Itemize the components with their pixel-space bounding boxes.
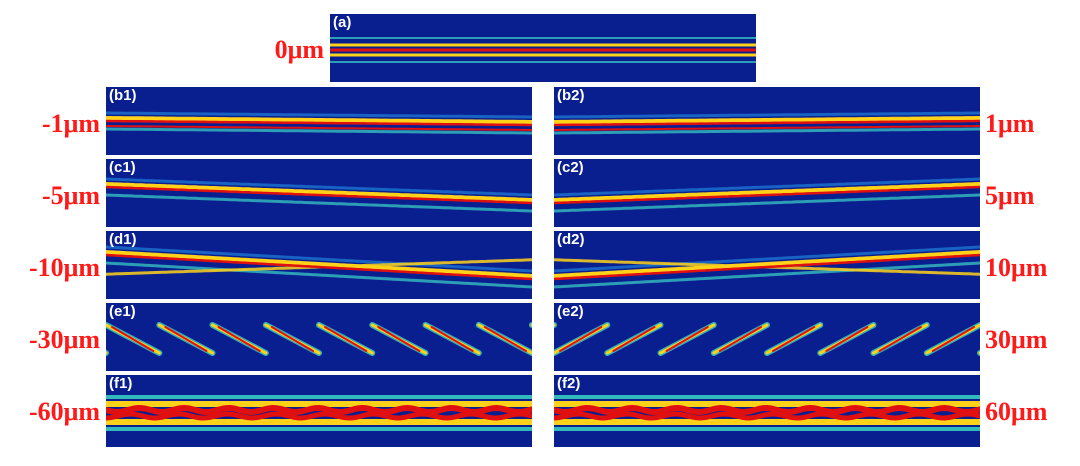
beam-core — [377, 326, 421, 352]
panel-f1: (f1) — [106, 375, 532, 447]
beam-core — [483, 326, 527, 352]
beam-core — [106, 411, 532, 421]
panel-tag-e1: (e1) — [109, 303, 136, 320]
side-lobe — [106, 193, 532, 213]
side-lobe — [554, 261, 980, 289]
side-lobe — [106, 127, 532, 135]
beam-halo — [106, 250, 532, 278]
beam-core — [554, 253, 980, 281]
beam-field-e1 — [106, 322, 532, 356]
panel-d2: (d2) — [554, 231, 980, 299]
beam-core — [718, 326, 762, 352]
offset-label-b2: 1μm — [985, 109, 1035, 138]
panel-tag-e2: (e2) — [557, 303, 584, 320]
side-lobe — [554, 127, 980, 135]
beam-core — [430, 326, 474, 352]
beam-core — [825, 326, 869, 352]
beam-core — [106, 119, 532, 127]
panel-e1: (e1) — [106, 303, 532, 371]
beam-field-b1 — [106, 111, 532, 135]
beam-core — [164, 326, 208, 352]
beam-field-d2 — [554, 245, 980, 289]
beam-field-c1 — [106, 177, 532, 213]
offset-label-c2: 5μm — [985, 181, 1035, 210]
panel-tag-b1: (b1) — [109, 87, 137, 104]
beam-core — [931, 326, 975, 352]
beam-core — [106, 125, 532, 131]
side-lobe — [554, 177, 980, 197]
beam-field-e2 — [554, 322, 980, 356]
panel-f2: (f2) — [554, 375, 980, 447]
beam-core — [554, 411, 980, 421]
offset-label-f2: 60μm — [985, 397, 1048, 426]
beam-field-c2 — [554, 177, 980, 213]
panel-a: (a) — [330, 14, 756, 82]
beam-halo — [554, 250, 980, 278]
beam-core — [324, 326, 368, 352]
offset-label-e1: -30μm — [28, 325, 100, 354]
beam-halo — [554, 116, 980, 124]
beam-core — [106, 253, 532, 281]
beam-core — [106, 185, 532, 205]
offset-label-c1: -5μm — [41, 181, 100, 210]
beam-core — [217, 326, 261, 352]
offset-label-f1: -60μm — [28, 397, 100, 426]
offset-label-b1: -1μm — [41, 109, 100, 138]
beam-core — [554, 125, 980, 131]
panel-tag-f2: (f2) — [557, 375, 581, 392]
beam-halo — [554, 182, 980, 202]
panel-tag-d1: (d1) — [109, 231, 137, 248]
side-lobe — [554, 111, 980, 119]
panel-c2: (c2) — [554, 159, 980, 227]
beam-core — [665, 326, 709, 352]
panel-tag-a: (a) — [333, 14, 352, 31]
beam-core — [554, 119, 980, 127]
beam-field-f2 — [554, 395, 980, 431]
beam-core — [612, 326, 656, 352]
panel-b1: (b1) — [106, 87, 532, 155]
beam-field-a — [330, 37, 756, 63]
side-lobe — [554, 245, 980, 273]
side-lobe — [554, 193, 980, 213]
beam-core — [270, 326, 314, 352]
offset-label-a: 0μm — [274, 35, 324, 64]
beam-core — [772, 326, 816, 352]
side-lobe — [106, 261, 532, 289]
panel-tag-c2: (c2) — [557, 159, 584, 176]
beam-core — [878, 326, 922, 352]
beam-field-b2 — [554, 111, 980, 135]
panel-tag-f1: (f1) — [109, 375, 133, 392]
side-lobe — [106, 111, 532, 119]
panel-tag-d2: (d2) — [557, 231, 585, 248]
beam-core — [111, 326, 155, 352]
panel-tag-c1: (c1) — [109, 159, 136, 176]
side-lobe — [106, 245, 532, 273]
beam-halo — [106, 116, 532, 124]
panel-tag-b2: (b2) — [557, 87, 585, 104]
offset-label-e2: 30μm — [985, 325, 1048, 354]
panel-b2: (b2) — [554, 87, 980, 155]
beam-core — [554, 185, 980, 205]
beam-field-f1 — [106, 395, 532, 431]
panel-c1: (c1) — [106, 159, 532, 227]
side-lobe — [106, 177, 532, 197]
offset-label-d1: -10μm — [28, 253, 100, 282]
beam-core — [559, 326, 603, 352]
beam-core — [554, 404, 980, 416]
beam-halo — [106, 182, 532, 202]
beam-field-d1 — [106, 245, 532, 289]
panel-d1: (d1) — [106, 231, 532, 299]
panel-e2: (e2) — [554, 303, 980, 371]
offset-label-d2: 10μm — [985, 253, 1048, 282]
beam-core — [106, 404, 532, 416]
